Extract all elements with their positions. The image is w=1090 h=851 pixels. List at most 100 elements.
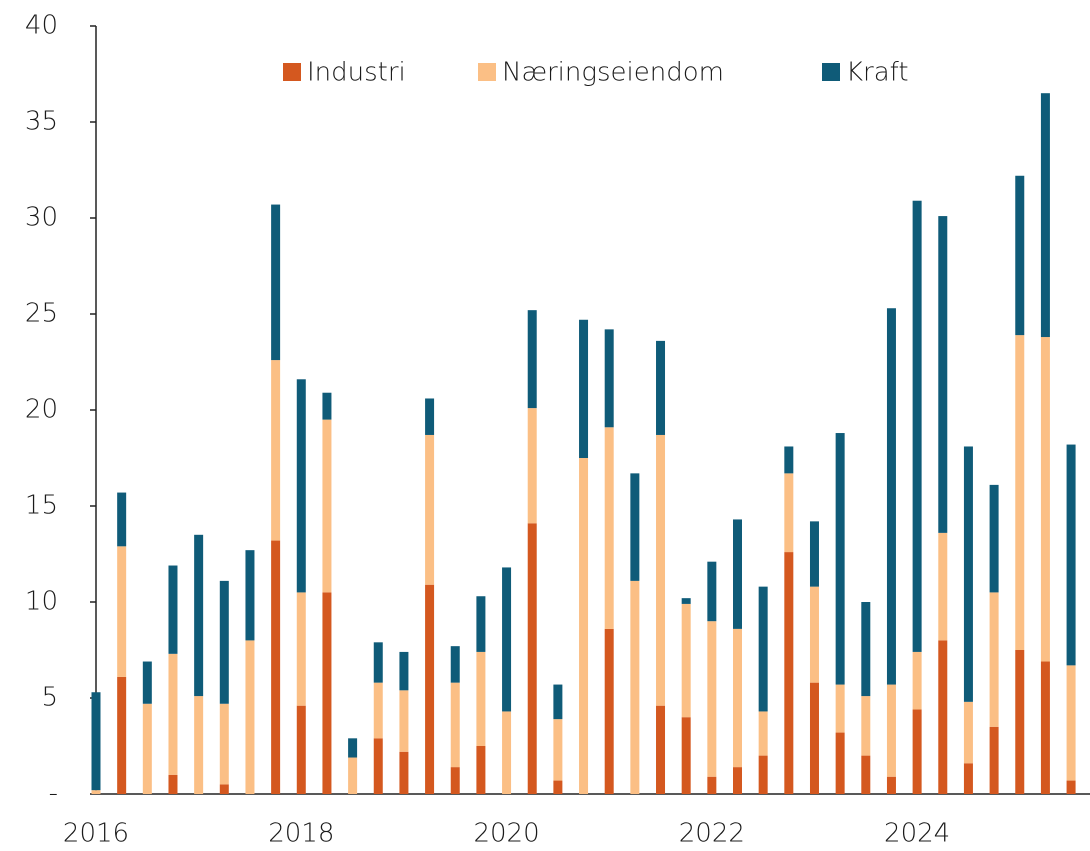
bar-segment [476,651,486,746]
bar-segment [707,561,717,622]
bar-segment [733,628,742,768]
bar-segment [630,473,640,581]
bar-segment [425,434,435,585]
bar-segment [296,592,306,706]
bar-segment [784,446,794,474]
bar-segment [681,717,691,794]
bar-segment [707,621,717,777]
bar-segment [117,546,127,677]
bar-segment [912,709,922,794]
bar-segment [296,705,306,794]
bar-segment [1015,335,1025,650]
bar-segment [1040,337,1050,662]
bar-segment [425,584,435,794]
bar-segment [399,690,409,752]
bar-segment [1040,93,1050,338]
bar-segment [604,628,614,794]
bar-segment [476,746,486,794]
y-tick-label: 40 [25,11,58,41]
bar-segment [835,732,845,794]
bar-segment [322,392,332,420]
bar-segment [989,484,999,593]
bar-segment [938,216,948,533]
x-tick-label: 2022 [679,819,745,849]
legend-swatch [822,63,840,81]
bar-segment [707,776,717,794]
bar-segment [630,580,640,794]
bar-segment [963,763,973,794]
bar-segment [733,519,742,629]
bar-segment [245,640,255,794]
x-tick-label: 2016 [63,819,129,849]
legend-label: Kraft [846,58,909,88]
bar-segment [963,446,973,702]
bar-segment [271,204,281,361]
bar-segment [373,682,383,739]
bar-segment [168,565,178,654]
bar-segment [886,684,896,777]
bar-segment [399,651,409,691]
y-tick-label: 15 [25,491,58,521]
bar-segment [963,701,973,764]
bar-segment [271,540,281,794]
bar-segment [656,434,666,706]
bar-segment [809,682,819,794]
bar-segment [271,360,281,541]
bar-segment [502,711,512,794]
legend-swatch [283,63,301,81]
bar-segment [245,550,255,641]
bar-segment [348,757,358,794]
bar-segment [117,676,127,794]
bar-segment [194,534,204,697]
bar-segment [502,567,512,712]
bar-segment [809,521,819,587]
bar-segment [1015,650,1025,794]
bar-segment [989,726,999,794]
bar-segment [527,310,537,409]
bar-segment [450,646,460,683]
bar-segment [527,408,537,524]
bar-segment [758,586,768,712]
bar-segment [1066,780,1076,794]
bar-segment [168,653,178,775]
bar-segment [450,767,460,794]
y-tick-label: 10 [25,587,58,617]
bar-segment [861,755,871,794]
bar-segment [168,774,178,794]
bar-segment [656,340,666,435]
bar-segment [758,755,768,794]
bar-segment [142,703,152,794]
bar-segment [91,692,101,791]
bar-segment [219,703,229,785]
bar-segment [1015,175,1025,336]
bar-segment [553,780,563,794]
bar-segment [1066,444,1076,666]
bar-segment [579,319,589,458]
bar-segment [1040,661,1050,794]
y-tick-label: 35 [25,107,58,137]
y-tick-label: 5 [41,683,58,713]
y-tick-label: 25 [25,299,58,329]
bar-segment [322,592,332,794]
legend-label: Næringseiendom [502,58,724,88]
bar-segment [784,552,794,794]
x-tick-label: 2024 [884,819,950,849]
bar-segment [886,776,896,794]
bar-segment [194,696,204,794]
bar-segment [758,711,768,756]
bar-segment [733,767,742,794]
bar-segment [989,592,999,727]
bar-segment [527,523,537,794]
bar-segment [1066,665,1076,781]
bar-segment [579,458,589,794]
bar-segment [912,200,922,652]
bar-segment [450,682,460,768]
bar-segment [142,661,152,704]
bar-segment [425,398,435,435]
bar-segment [373,642,383,683]
bar-segment [656,705,666,794]
bar-segment [604,427,614,629]
bar-segment [809,586,819,683]
bar-segment [91,790,101,794]
